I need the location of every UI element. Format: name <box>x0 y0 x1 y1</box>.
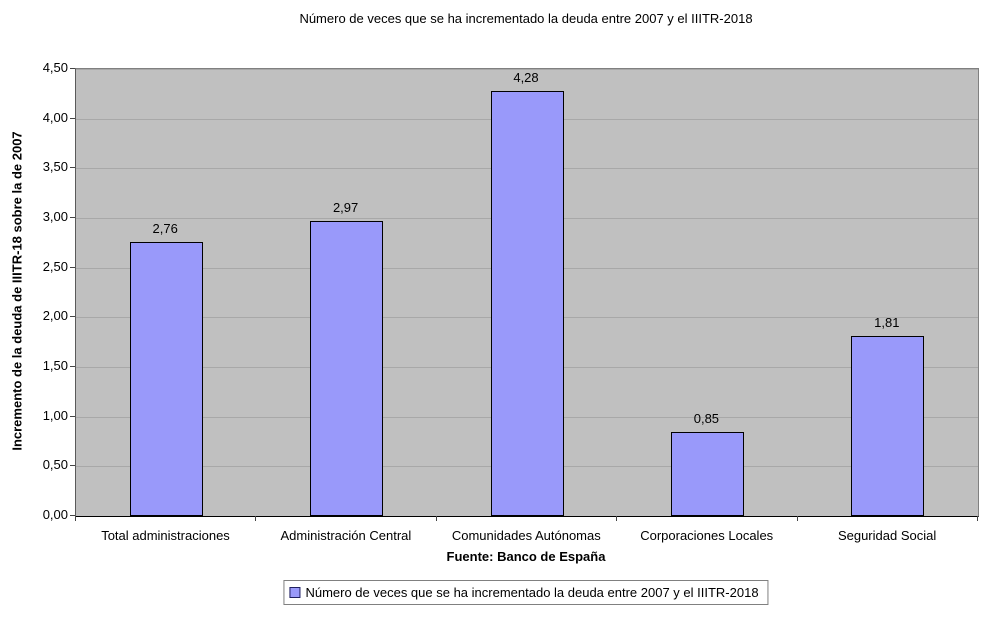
y-tick-label: 4,50 <box>42 60 68 75</box>
plot-area <box>75 68 979 517</box>
y-tick-label: 2,00 <box>42 308 68 324</box>
y-tick-label: 0,50 <box>42 457 68 473</box>
y-tick-mark <box>70 316 75 318</box>
y-tick-mark <box>70 266 75 268</box>
bar-value-label: 2,97 <box>332 200 359 215</box>
y-tick-label: 3,00 <box>42 209 68 224</box>
gridline <box>76 69 978 70</box>
bar <box>851 336 925 516</box>
y-tick-mark <box>70 217 75 218</box>
legend: Número de veces que se ha incrementado l… <box>283 580 769 605</box>
bar-value-label: 1,81 <box>874 315 900 331</box>
legend-swatch-icon <box>289 587 301 598</box>
category-label: Administración Central <box>280 528 412 543</box>
y-tick-mark <box>70 68 75 69</box>
x-tick-mark <box>796 516 798 521</box>
bar <box>129 241 203 516</box>
y-tick-label: 3,50 <box>42 159 68 175</box>
y-tick-label: 1,50 <box>42 358 68 373</box>
category-label: Corporaciones Locales <box>640 528 774 543</box>
y-tick-label: 0,00 <box>42 507 68 522</box>
x-tick-mark <box>75 516 76 521</box>
chart-title: Número de veces que se ha incrementado l… <box>299 11 753 26</box>
y-tick-mark <box>70 415 75 417</box>
bar <box>670 431 744 516</box>
legend-label: Número de veces que se ha incrementado l… <box>305 585 759 600</box>
bar <box>310 221 384 516</box>
category-label: Seguridad Social <box>837 528 937 543</box>
category-label: Total administraciones <box>101 528 230 543</box>
x-axis-title: Fuente: Banco de España <box>446 549 606 564</box>
y-tick-mark <box>70 117 75 119</box>
y-tick-label: 2,50 <box>42 258 68 274</box>
x-tick-mark <box>255 516 257 521</box>
category-label: Comunidades Autónomas <box>451 528 601 543</box>
y-tick-label: 1,00 <box>42 407 68 423</box>
bar <box>490 90 564 516</box>
y-tick-mark <box>70 366 75 367</box>
y-tick-mark <box>70 167 75 169</box>
bar-value-label: 4,28 <box>513 69 539 85</box>
y-axis-title: Incremento de la deuda de IIITR-18 sobre… <box>9 131 25 451</box>
y-tick-label: 4,00 <box>42 109 68 125</box>
bar-value-label: 0,85 <box>693 410 720 426</box>
y-tick-mark <box>70 515 75 516</box>
x-tick-mark <box>435 516 437 521</box>
bar-value-label: 2,76 <box>152 220 178 236</box>
x-tick-mark <box>977 516 978 521</box>
x-tick-mark <box>616 516 618 521</box>
y-tick-mark <box>70 465 75 467</box>
